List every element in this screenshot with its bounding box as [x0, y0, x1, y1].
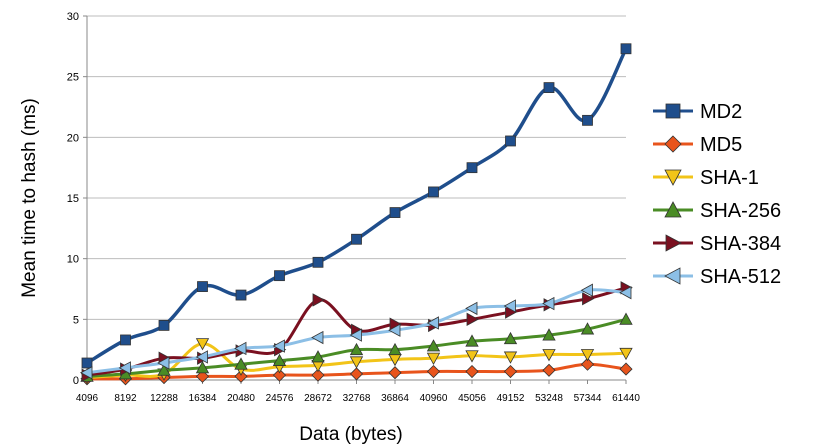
- data-point: [275, 271, 285, 281]
- legend-label: SHA-256: [700, 200, 781, 222]
- y-tick-label: 15: [67, 193, 79, 205]
- x-tick-label: 20480: [227, 393, 255, 404]
- x-tick-label: 45056: [458, 393, 486, 404]
- x-tick-label: 53248: [535, 393, 563, 404]
- x-tick-label: 8192: [114, 393, 137, 404]
- data-point: [82, 358, 92, 368]
- data-point: [583, 115, 593, 125]
- x-tick-label: 32768: [343, 393, 371, 404]
- data-point: [159, 320, 169, 330]
- legend-label: MD2: [700, 101, 742, 123]
- y-tick-label: 30: [67, 11, 79, 23]
- x-tick-label: 57344: [574, 393, 602, 404]
- x-tick-label: 16384: [189, 393, 217, 404]
- data-point: [506, 136, 516, 146]
- x-tick-label: 40960: [420, 393, 448, 404]
- x-axis-title: Data (bytes): [299, 424, 402, 445]
- legend-label: MD5: [700, 134, 742, 156]
- x-tick-label: 61440: [612, 393, 640, 404]
- y-tick-label: 0: [73, 375, 79, 387]
- x-tick-label: 36864: [381, 393, 409, 404]
- data-point: [390, 208, 400, 218]
- y-tick-label: 25: [67, 72, 79, 84]
- data-point: [621, 44, 631, 54]
- x-tick-label: 24576: [266, 393, 294, 404]
- y-axis-title: Mean time to hash (ms): [19, 98, 40, 298]
- x-tick-label: 28672: [304, 393, 332, 404]
- data-point: [313, 257, 323, 267]
- x-tick-label: 49152: [497, 393, 525, 404]
- legend-marker: [666, 104, 680, 118]
- data-point: [198, 282, 208, 292]
- legend-label: SHA-1: [700, 167, 759, 189]
- data-point: [121, 335, 131, 345]
- data-point: [429, 187, 439, 197]
- data-point: [236, 290, 246, 300]
- legend-label: SHA-384: [700, 233, 781, 255]
- data-point: [467, 163, 477, 173]
- x-tick-label: 12288: [150, 393, 178, 404]
- y-tick-label: 20: [67, 132, 79, 144]
- data-point: [352, 234, 362, 244]
- x-tick-label: 4096: [76, 393, 99, 404]
- x-tick-labels: 4096 8192 12288 16384 20480 24576 28672 32768 36…: [76, 393, 640, 404]
- y-tick-label: 5: [73, 314, 79, 326]
- y-tick-label: 10: [67, 254, 79, 266]
- legend-label: SHA-512: [700, 266, 781, 288]
- data-point: [544, 83, 554, 93]
